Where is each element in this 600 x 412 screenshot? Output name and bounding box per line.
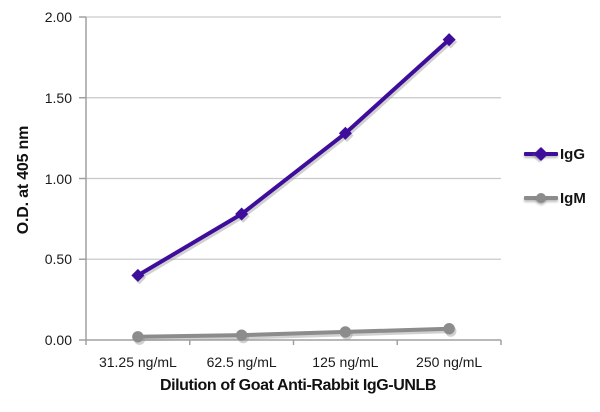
igg-series-swatch <box>524 146 558 162</box>
x-tick-label: 31.25 ng/mL <box>98 354 177 370</box>
series-line-shadow-IgM <box>137 329 453 342</box>
x-tick-label: 250 ng/mL <box>416 354 483 370</box>
x-tick-label: 62.5 ng/mL <box>206 354 277 370</box>
x-tick-label: 125 ng/mL <box>312 354 379 370</box>
series-line-IgG <box>135 37 452 278</box>
circle-marker-IgM-3 <box>443 322 455 335</box>
y-tick-label: 0.00 <box>44 332 72 348</box>
x-axis-title: Dilution of Goat Anti-Rabbit IgG-UNLB <box>159 377 437 394</box>
legend-label-igg: IgG <box>560 145 585 163</box>
circle-marker-icon <box>536 193 546 203</box>
circle-marker-IgM-2 <box>339 326 352 338</box>
circle-marker-IgM-1 <box>235 329 248 341</box>
y-tick-label: 0.50 <box>44 251 72 268</box>
diamond-marker-IgG-2 <box>338 126 352 140</box>
igm-series-swatch <box>524 190 558 206</box>
diamond-marker-IgG-0 <box>131 268 145 282</box>
diamond-marker-IgG-1 <box>235 207 249 221</box>
legend: IgG IgM <box>524 0 600 412</box>
y-tick-label: 1.00 <box>44 170 72 187</box>
legend-item-igm: IgM <box>524 189 586 207</box>
y-tick-label: 1.50 <box>44 89 72 106</box>
series-line-shadow-IgG <box>137 40 453 280</box>
legend-label-igm: IgM <box>560 189 586 207</box>
circle-marker-IgM-0 <box>132 331 144 343</box>
y-tick-label: 2.00 <box>44 9 72 25</box>
legend-item-igg: IgG <box>524 145 585 163</box>
series-line-IgM <box>135 326 452 339</box>
diamond-marker-icon <box>533 146 549 162</box>
diamond-marker-IgG-3 <box>442 33 456 47</box>
